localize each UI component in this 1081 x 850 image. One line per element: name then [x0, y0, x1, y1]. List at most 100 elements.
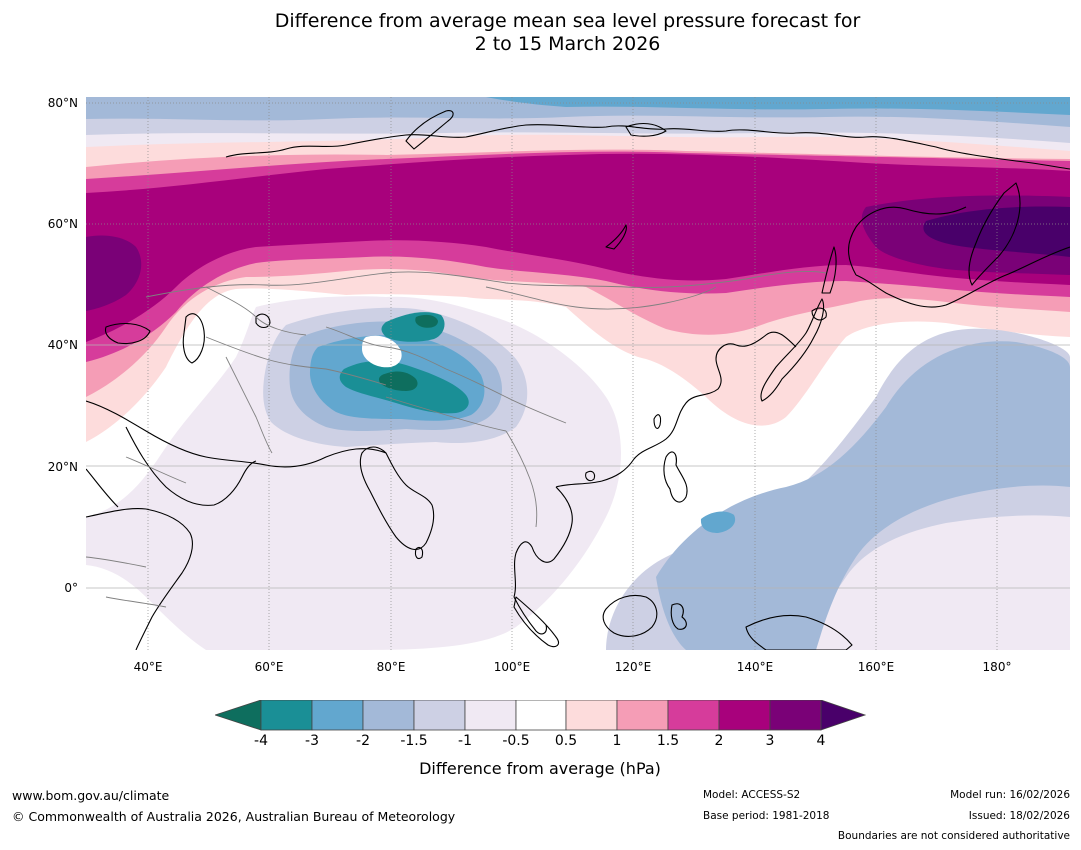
website-link[interactable]: www.bom.gov.au/climate — [12, 788, 170, 803]
colorbar-tick-label: 0.5 — [554, 733, 578, 749]
colorbar-segment-4 — [413, 700, 466, 731]
coastline-india — [359, 446, 435, 551]
anomaly-zone-neg-4 — [378, 371, 418, 391]
colorbar-segment-11 — [769, 700, 822, 731]
lat-label-60n: 60°N — [47, 217, 78, 231]
boundary-india-nepal — [385, 396, 507, 432]
anomaly-zone-pos-4 — [923, 206, 1070, 257]
colorbar-segment-8 — [616, 700, 669, 731]
coastline-indochina — [513, 486, 573, 598]
lat-label-80n: 80°N — [47, 96, 78, 110]
country-boundaries — [86, 270, 827, 608]
coastline-sumatra — [513, 596, 559, 648]
coastline-hokkaido — [811, 307, 827, 321]
colorbar-tick-label: 1.5 — [656, 733, 680, 749]
coastline-japan — [760, 298, 825, 402]
title-line-2: 2 to 15 March 2026 — [474, 33, 661, 55]
colorbar-segment-2 — [311, 700, 364, 731]
colorbar-tick-label: -3 — [305, 733, 319, 749]
coastline-malay — [513, 596, 547, 635]
coastline-pacific-russia — [855, 246, 1070, 308]
coastline-okhotsk — [847, 206, 967, 276]
anomaly-zone-pacific-neg-1-5 — [656, 341, 1070, 650]
lat-label-40n: 40°N — [47, 338, 78, 352]
colorbar-tick-label: -0.5 — [502, 733, 530, 749]
boundary-africa — [86, 556, 167, 608]
colorbar-segment-1 — [260, 700, 313, 731]
coastline-sri-lanka — [414, 546, 424, 560]
lon-label-80e: 80°E — [376, 660, 406, 674]
lat-label-20n: 20°N — [47, 460, 78, 474]
coastline-arabia-persia — [86, 400, 387, 468]
colorbar-tick-label: -1.5 — [400, 733, 428, 749]
lon-label-160e: 160°E — [857, 660, 895, 674]
boundary-kazakhstan — [205, 286, 307, 336]
colorbar-segment-7 — [565, 700, 618, 731]
colorbar-segment-3 — [362, 700, 415, 731]
lon-label-140e: 140°E — [736, 660, 774, 674]
lon-label-100e: 100°E — [493, 660, 531, 674]
boundary-mongolia — [485, 286, 717, 310]
anomaly-zone-pos-3-west — [86, 235, 142, 311]
coastline-caspian — [182, 313, 205, 364]
coastline-novaya-zemlya — [405, 110, 454, 150]
colorbar-tick-label: 4 — [816, 733, 826, 749]
colorbar-title: Difference from average (hPa) — [419, 759, 661, 778]
issued-date: Issued: 18/02/2026 — [968, 810, 1070, 822]
lon-label-40e: 40°E — [133, 660, 163, 674]
chart-title: Difference from average mean sea level p… — [0, 10, 1081, 56]
anomaly-zone-neg-4-north — [415, 314, 438, 328]
anomaly-map — [86, 97, 1070, 650]
boundary-china-west — [325, 326, 567, 424]
graticule — [86, 97, 1070, 650]
lon-label-180: 180° — [982, 660, 1012, 674]
colorbar-segment-6 — [515, 700, 567, 731]
anomaly-zone-pacific-neg-2 — [700, 511, 736, 533]
colorbar-tick-label: 1 — [612, 733, 622, 749]
coastline-arctic — [225, 124, 1070, 170]
anomaly-zone-arctic-faint — [86, 115, 1070, 145]
boundaries-disclaimer: Boundaries are not considered authoritat… — [837, 830, 1070, 842]
title-line-1: Difference from average mean sea level p… — [274, 10, 861, 32]
boundary-iran — [225, 356, 273, 454]
coastline-sakhalin — [821, 246, 837, 294]
copyright-text: © Commonwealth of Australia 2026, Austra… — [12, 809, 456, 824]
model-name: Model: ACCESS-S2 — [703, 789, 801, 801]
colorbar-segment-10 — [718, 700, 771, 731]
map-canvas — [86, 97, 1070, 650]
coastline-baikal — [605, 224, 627, 250]
boundary-central-asia — [205, 336, 387, 386]
coastline-red-sea — [86, 468, 119, 508]
coastlines — [86, 110, 1070, 650]
coastline-east-africa — [86, 508, 193, 650]
coastline-taymyr — [625, 122, 667, 137]
colorbar-tick-label: 3 — [765, 733, 775, 749]
colorbar-segment-5 — [464, 700, 517, 731]
colorbar-tick-label: -2 — [356, 733, 370, 749]
coastline-philippines — [663, 451, 688, 503]
anomaly-zone-pos-2 — [86, 153, 1070, 342]
colorbar-tick-label: -1 — [458, 733, 472, 749]
coastline-korea-china — [555, 331, 797, 488]
colorbar-tick-label: -4 — [254, 733, 268, 749]
coastline-kamchatka — [968, 182, 1021, 286]
coastline-aral — [255, 313, 271, 329]
model-run-date: Model run: 16/02/2026 — [950, 789, 1070, 801]
coastline-hainan — [585, 470, 596, 482]
coastline-taiwan — [653, 414, 662, 429]
anomaly-zone-arctic-low-strong — [486, 97, 1070, 115]
coastline-new-guinea — [745, 614, 853, 650]
colorbar-segment-12 — [820, 700, 867, 731]
lon-label-120e: 120°E — [614, 660, 652, 674]
lat-label-0: 0° — [64, 581, 78, 595]
coastline-borneo — [602, 594, 658, 637]
colorbar-tick-label: 2 — [714, 733, 724, 749]
base-period: Base period: 1981-2018 — [703, 810, 830, 822]
coastline-black-sea — [104, 322, 151, 345]
boundary-russia-south — [145, 270, 827, 298]
colorbar-segment-0 — [215, 700, 262, 731]
colorbar — [215, 700, 867, 731]
boundary-indochina — [505, 430, 538, 528]
coastline-sulawesi — [670, 603, 687, 630]
boundary-arabia — [125, 456, 187, 484]
